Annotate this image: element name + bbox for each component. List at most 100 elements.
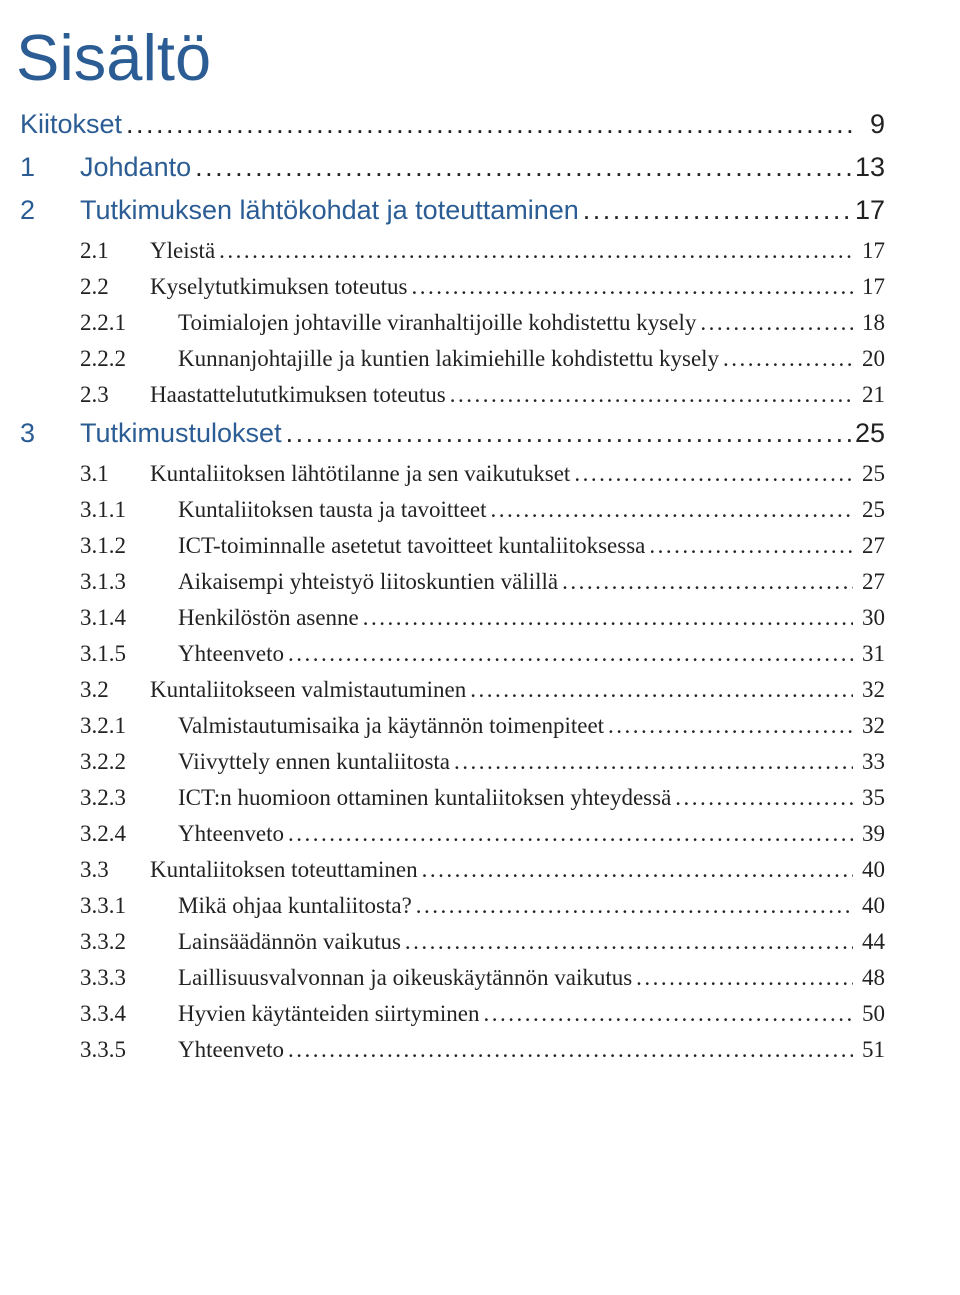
toc-page: 30: [857, 605, 885, 631]
toc-number: 2.1: [80, 238, 150, 264]
toc-entry: 2.1Yleistä 17: [20, 238, 885, 264]
toc-number: 2: [20, 195, 80, 226]
toc-page: 33: [857, 749, 885, 775]
toc-leader: [649, 533, 853, 559]
toc-number: 3.3.2: [80, 929, 178, 955]
toc-entry: 3.1.5Yhteenveto 31: [20, 641, 885, 667]
toc-number: 2.2: [80, 274, 150, 300]
toc-label: Kuntaliitoksen tausta ja tavoitteet: [178, 497, 487, 523]
toc-label: Kunnanjohtajille ja kuntien lakimiehille…: [178, 346, 719, 372]
toc-entry: 3Tutkimustulokset25: [20, 418, 885, 449]
toc-entry: 3.3Kuntaliitoksen toteuttaminen 40: [20, 857, 885, 883]
toc-entry: 2Tutkimuksen lähtökohdat ja toteuttamine…: [20, 195, 885, 226]
toc-leader: [574, 461, 853, 487]
toc-number: 2.2.2: [80, 346, 178, 372]
toc-label: Kuntaliitoksen toteuttaminen: [150, 857, 418, 883]
toc-label: Valmistautumisaika ja käytännön toimenpi…: [178, 713, 604, 739]
toc-leader: [583, 195, 851, 226]
toc-entry: 3.2.1Valmistautumisaika ja käytännön toi…: [20, 713, 885, 739]
toc-page: 13: [855, 152, 885, 183]
toc-number: 3.1.2: [80, 533, 178, 559]
toc-page: 17: [855, 195, 885, 226]
toc-label: Viivyttely ennen kuntaliitosta: [178, 749, 450, 775]
toc-leader: [363, 605, 853, 631]
toc-entry: 3.2.2Viivyttely ennen kuntaliitosta 33: [20, 749, 885, 775]
toc-leader: [405, 929, 853, 955]
toc-number: 3: [20, 418, 80, 449]
toc-number: 3.1.4: [80, 605, 178, 631]
toc-page: 51: [857, 1037, 885, 1063]
toc-number: 3.1.5: [80, 641, 178, 667]
toc-leader: [288, 641, 853, 667]
toc-leader: [416, 893, 853, 919]
toc-number: 3.2.4: [80, 821, 178, 847]
toc-leader: [483, 1001, 853, 1027]
page-title: Sisältö: [16, 20, 885, 95]
toc-leader: [723, 346, 853, 372]
toc-leader: [219, 238, 853, 264]
toc-label: Henkilöstön asenne: [178, 605, 359, 631]
toc-label: Aikaisempi yhteistyö liitoskuntien välil…: [178, 569, 558, 595]
toc-page: 20: [857, 346, 885, 372]
toc-label: Yhteenveto: [178, 641, 284, 667]
toc-number: 3.3: [80, 857, 150, 883]
toc-page: 35: [857, 785, 885, 811]
toc-label: Tutkimuksen lähtökohdat ja toteuttaminen: [80, 195, 579, 226]
toc-label: Laillisuusvalvonnan ja oikeuskäytännön v…: [178, 965, 632, 991]
toc-page: 40: [857, 893, 885, 919]
toc-label: Yhteenveto: [178, 821, 284, 847]
toc-page: 39: [857, 821, 885, 847]
toc-label: Johdanto: [80, 152, 191, 183]
toc-leader: [288, 1037, 853, 1063]
toc-entry: Kiitokset9: [20, 109, 885, 140]
toc-page: 40: [857, 857, 885, 883]
toc-label: Toimialojen johtaville viranhaltijoille …: [178, 310, 696, 336]
toc-page: 31: [857, 641, 885, 667]
toc-leader: [608, 713, 853, 739]
toc-label: Kuntaliitokseen valmistautuminen: [150, 677, 466, 703]
toc-number: 1: [20, 152, 80, 183]
toc-number: 3.2.2: [80, 749, 178, 775]
toc-entry: 2.2Kyselytutkimuksen toteutus17: [20, 274, 885, 300]
toc-page: 50: [857, 1001, 885, 1027]
toc-label: Tutkimustulokset: [80, 418, 282, 449]
toc-page: 18: [857, 310, 885, 336]
toc-entry: 3.3.5Yhteenveto51: [20, 1037, 885, 1063]
toc-number: 3.2.1: [80, 713, 178, 739]
toc-leader: [562, 569, 853, 595]
toc-label: Mikä ohjaa kuntaliitosta?: [178, 893, 412, 919]
toc-label: ICT-toiminnalle asetetut tavoitteet kunt…: [178, 533, 645, 559]
toc-entry: 3.3.2Lainsäädännön vaikutus 44: [20, 929, 885, 955]
toc-leader: [286, 418, 851, 449]
toc-page: 25: [857, 497, 885, 523]
toc-number: 3.1.3: [80, 569, 178, 595]
toc-page: 48: [857, 965, 885, 991]
toc-entry: 3.2Kuntaliitokseen valmistautuminen32: [20, 677, 885, 703]
toc-leader: [195, 152, 851, 183]
table-of-contents: Kiitokset9 1Johdanto 13 2Tutkimuksen lähtök…: [20, 109, 885, 1063]
toc-page: 17: [857, 238, 885, 264]
toc-label: ICT:n huomioon ottaminen kuntaliitoksen …: [178, 785, 671, 811]
toc-page: 9: [857, 109, 885, 140]
toc-label: Lainsäädännön vaikutus: [178, 929, 401, 955]
toc-entry: 3.1.4Henkilöstön asenne 30: [20, 605, 885, 631]
toc-entry: 3.1.1Kuntaliitoksen tausta ja tavoitteet…: [20, 497, 885, 523]
toc-entry: 3.1Kuntaliitoksen lähtötilanne ja sen va…: [20, 461, 885, 487]
toc-leader: [454, 749, 853, 775]
toc-entry: 2.2.2Kunnanjohtajille ja kuntien lakimie…: [20, 346, 885, 372]
toc-entry: 3.2.4Yhteenveto 39: [20, 821, 885, 847]
toc-label: Yleistä: [150, 238, 215, 264]
toc-leader: [470, 677, 853, 703]
toc-entry: 3.3.1Mikä ohjaa kuntaliitosta?40: [20, 893, 885, 919]
toc-number: 3.1: [80, 461, 150, 487]
toc-leader: [411, 274, 853, 300]
toc-number: 2.3: [80, 382, 150, 408]
toc-entry: 3.3.4Hyvien käytänteiden siirtyminen50: [20, 1001, 885, 1027]
toc-label: Kyselytutkimuksen toteutus: [150, 274, 407, 300]
toc-leader: [675, 785, 853, 811]
toc-label: Haastattelututkimuksen toteutus: [150, 382, 446, 408]
toc-page: 44: [857, 929, 885, 955]
toc-number: 3.3.3: [80, 965, 178, 991]
toc-label: Yhteenveto: [178, 1037, 284, 1063]
toc-number: 3.2: [80, 677, 150, 703]
